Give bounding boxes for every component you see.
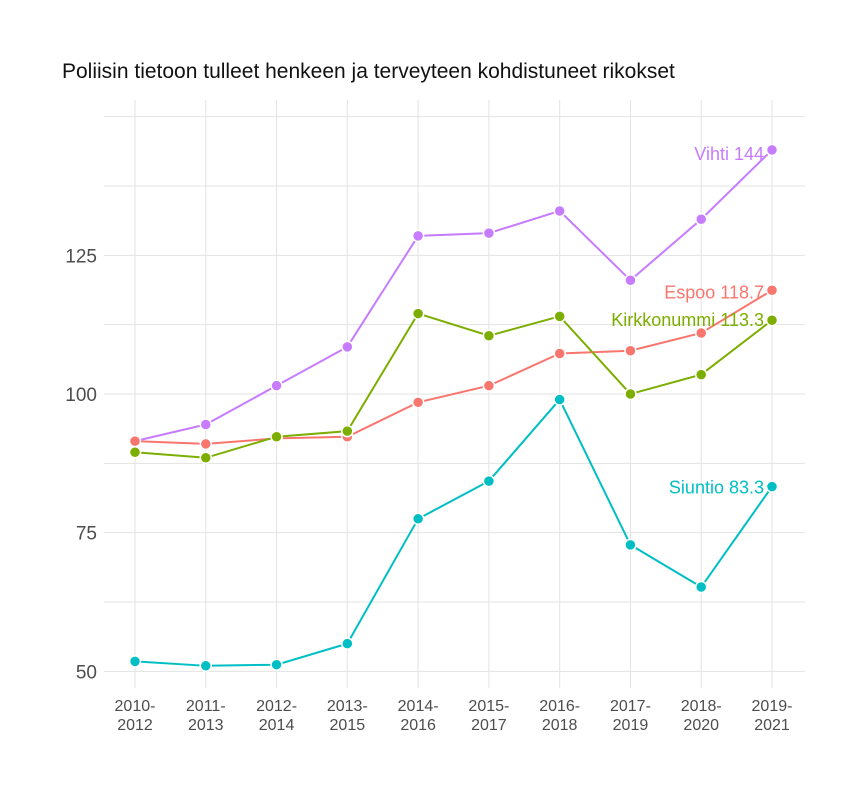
data-point	[694, 213, 708, 226]
x-tick-label: 2010-2012	[115, 698, 156, 734]
series-line	[134, 312, 773, 459]
data-point	[624, 344, 637, 357]
y-tick-label: 50	[76, 662, 97, 683]
data-point	[341, 424, 354, 438]
data-point	[694, 368, 708, 381]
x-tick-label: 2018-2020	[681, 698, 722, 734]
data-point	[482, 474, 496, 488]
y-tick-label: 125	[65, 246, 97, 267]
data-point	[624, 274, 637, 287]
series-lines	[128, 143, 779, 673]
data-point	[624, 387, 637, 401]
data-point	[128, 445, 142, 459]
x-tick-label: 2012-2014	[256, 698, 297, 734]
data-point	[624, 538, 637, 552]
series-end-labels: Vihti 144 Espoo 118.7 Kirkkonummi 113.3 Siu…	[611, 144, 764, 498]
data-point	[270, 430, 283, 443]
x-axis-tick-labels: 2010-2012 2011-2013 2012-2014 2013-2015 2014…	[115, 698, 793, 734]
data-point	[199, 451, 213, 465]
data-point	[482, 329, 496, 343]
series-end-label: Vihti 144	[694, 144, 764, 164]
data-point	[553, 347, 566, 360]
data-point	[270, 658, 283, 671]
data-point	[411, 307, 425, 320]
x-tick-label: 2014-2016	[398, 698, 439, 734]
data-point	[128, 655, 142, 668]
data-point	[199, 659, 213, 673]
data-point	[341, 637, 354, 650]
series-siuntio	[128, 393, 779, 673]
series-end-label: Espoo 118.7	[664, 282, 764, 302]
data-point	[270, 379, 283, 392]
data-point	[553, 204, 566, 218]
data-point	[765, 480, 779, 493]
series-line	[134, 149, 773, 443]
y-tick-label: 100	[65, 385, 97, 406]
chart-title: Poliisin tietoon tulleet henkeen ja terv…	[62, 60, 675, 83]
data-point	[411, 229, 425, 243]
grid-lines	[104, 100, 805, 688]
data-point	[694, 580, 708, 594]
data-point	[694, 326, 708, 340]
data-point	[199, 418, 213, 431]
x-tick-label: 2015-2017	[468, 698, 509, 734]
x-tick-label: 2016-2018	[539, 698, 580, 734]
data-point	[199, 437, 213, 451]
data-point	[341, 340, 354, 354]
data-point	[765, 284, 779, 297]
data-point	[411, 512, 425, 526]
x-tick-label: 2017-2019	[610, 698, 651, 734]
data-point	[765, 313, 779, 327]
x-tick-label: 2019-2021	[752, 698, 793, 734]
x-tick-label: 2013-2015	[327, 698, 368, 734]
series-line	[134, 289, 773, 445]
series-kirkkonummi	[128, 307, 779, 465]
data-point	[765, 143, 779, 157]
series-line	[134, 397, 773, 667]
y-axis-tick-labels: 50 75 100 125	[65, 246, 97, 683]
data-point	[553, 310, 566, 323]
x-tick-label: 2011-2013	[186, 698, 226, 734]
data-point	[411, 396, 425, 409]
series-end-label: Siuntio 83.3	[669, 478, 764, 498]
data-point	[482, 379, 496, 392]
y-tick-label: 75	[76, 524, 97, 545]
data-point	[482, 226, 496, 240]
data-point	[553, 393, 566, 406]
series-end-label: Kirkkonummi 113.3	[611, 310, 764, 330]
data-point	[128, 434, 142, 448]
